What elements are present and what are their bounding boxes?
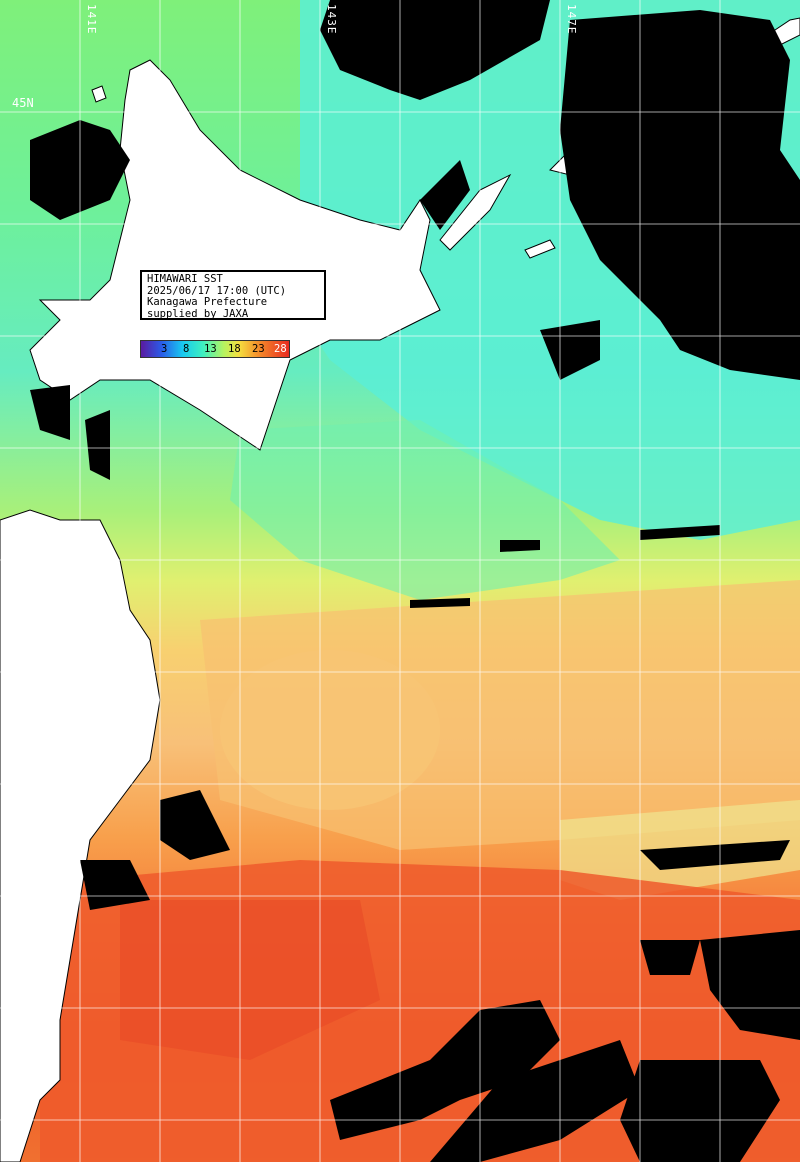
cloud-cover [30,0,800,1162]
info-timestamp: 2025/06/17 17:00 (UTC) [147,284,287,297]
kuril-island-3 [524,239,556,259]
lon-label-141e: 141E [85,4,98,35]
temperature-legend: 3 8 13 18 23 28 [140,340,290,358]
hot-water-core [120,900,380,1060]
legend-tick: 18 [228,343,241,355]
info-title: HIMAWARI SST [147,273,223,285]
lon-label-147e: 147E [565,4,578,35]
legend-tick: 28 [274,343,287,355]
info-box: HIMAWARI SST 2025/06/17 17:00 (UTC) Kana… [140,270,326,320]
legend-tick: 3 [161,343,168,355]
lat-label-45n: 45N [12,96,34,110]
legend-tick: 8 [183,343,190,355]
lon-label-143e: 143E [325,4,338,35]
legend-tick: 23 [252,343,265,355]
info-supplier: supplied by JAXA [147,307,249,320]
cold-water-region-2 [230,420,620,600]
info-prefecture: Kanagawa Prefecture [147,296,268,308]
rebun-island [91,85,107,103]
warm-band [200,580,800,850]
kuril-island-1 [439,173,512,251]
legend-tick: 13 [204,343,217,355]
